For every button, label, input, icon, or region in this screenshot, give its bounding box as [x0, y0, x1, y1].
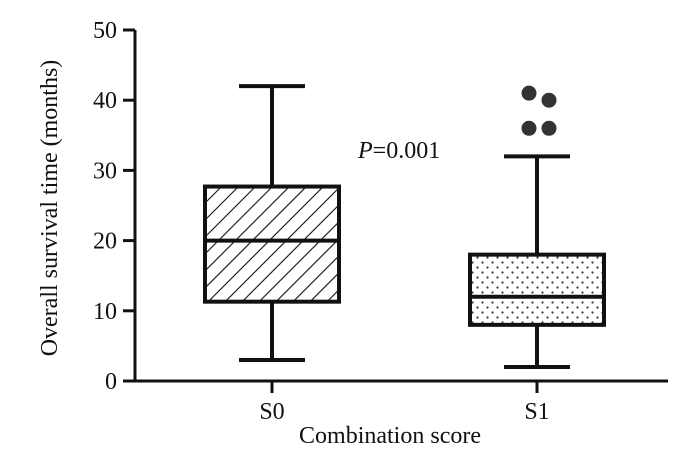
outlier-s1-1 — [521, 85, 537, 101]
outlier-s1-3 — [521, 120, 537, 136]
outlier-s1-4 — [541, 120, 557, 136]
p-value-symbol: P — [357, 138, 373, 164]
y-tick-label-20: 20 — [93, 229, 117, 255]
y-axis: 0 10 20 30 40 50 — [93, 18, 137, 395]
outlier-s1-2 — [541, 92, 557, 108]
p-value-annotation: P=0.001 — [357, 138, 440, 164]
y-tick-label-40: 40 — [93, 88, 117, 114]
p-value-text: =0.001 — [373, 138, 441, 164]
x-axis: S0 S1 — [135, 379, 668, 425]
box-body-s1 — [468, 252, 606, 327]
y-tick-label-30: 30 — [93, 158, 117, 184]
x-axis-title: Combination score — [299, 423, 481, 449]
box-body-s0 — [203, 184, 341, 304]
box-s0 — [203, 84, 341, 362]
y-tick-label-10: 10 — [93, 299, 117, 325]
boxes-layer — [203, 84, 606, 369]
y-axis-title: Overall survival time (months) — [37, 60, 63, 357]
x-tick-label-s1: S1 — [524, 399, 549, 425]
x-tick-label-s0: S0 — [259, 399, 284, 425]
y-tick-label-0: 0 — [105, 369, 117, 395]
y-tick-label-50: 50 — [93, 18, 117, 44]
box-s1 — [468, 85, 606, 369]
